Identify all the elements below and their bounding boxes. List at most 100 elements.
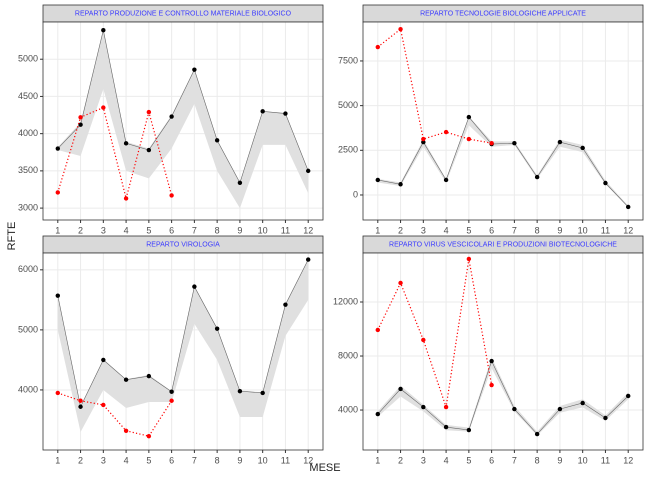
point (534, 431, 540, 437)
x-tick-label: 2 (78, 455, 83, 465)
x-tick-label: 4 (124, 225, 129, 235)
y-tick-label: 2500 (338, 145, 358, 155)
series-line (377, 116, 629, 208)
x-tick-label: 8 (535, 225, 540, 235)
y-tick-label: 7500 (338, 55, 358, 65)
y-tick-label: 8000 (338, 350, 358, 360)
x-tick-label: 1 (55, 225, 60, 235)
point (237, 388, 243, 394)
point (557, 139, 563, 145)
y-tick-label: 5000 (18, 54, 38, 64)
point (489, 358, 494, 364)
panel-border (42, 21, 324, 221)
point (375, 44, 380, 50)
y-tick-label: 5000 (18, 324, 38, 334)
point (443, 129, 449, 135)
point (398, 280, 403, 286)
x-tick-label: 9 (557, 455, 562, 465)
point (626, 204, 631, 210)
y-tick-label: 5000 (338, 100, 358, 110)
x-tick-label: 1 (375, 225, 380, 235)
x-tick-label: 1 (55, 455, 60, 465)
point (260, 109, 265, 114)
strip-title: REPARTO TECNOLOGIE BIOLOGICHE APPLICATE (420, 10, 586, 17)
point (55, 293, 60, 298)
ribbon (57, 259, 309, 432)
x-tick-label: 7 (192, 225, 197, 235)
panel (363, 253, 643, 450)
point (443, 177, 449, 183)
x-tick-label: 9 (557, 225, 562, 235)
point (443, 404, 449, 410)
x-tick-label: 1 (375, 455, 380, 465)
point (123, 196, 129, 201)
point (169, 398, 174, 403)
point (557, 406, 563, 412)
series-line (57, 30, 309, 184)
point (398, 386, 403, 392)
x-tick-label: 5 (466, 225, 471, 235)
point (375, 411, 380, 417)
point (580, 400, 585, 406)
x-tick-label: 11 (281, 225, 290, 235)
point (123, 377, 129, 382)
y-tick-label: 4000 (338, 404, 358, 414)
point (78, 398, 83, 403)
x-tick-label: 7 (512, 455, 517, 465)
series-line (377, 28, 492, 144)
x-tick-label: 12 (303, 455, 313, 465)
x-tick-label: 9 (237, 225, 242, 235)
point (78, 404, 83, 409)
x-tick-label: 8 (215, 225, 220, 235)
x-tick-label: 12 (303, 225, 313, 235)
point (169, 114, 174, 119)
x-tick-label: 6 (169, 455, 174, 465)
point (466, 256, 472, 262)
point (237, 180, 243, 185)
point (169, 389, 174, 394)
point (55, 146, 60, 151)
point (512, 140, 517, 146)
x-tick-label: 7 (512, 225, 517, 235)
point (146, 109, 152, 115)
point (466, 114, 472, 120)
x-tick-label: 4 (444, 455, 449, 465)
x-tick-label: 9 (237, 455, 242, 465)
point (192, 284, 197, 289)
point (55, 190, 60, 195)
point (283, 302, 288, 307)
x-tick-label: 6 (489, 225, 494, 235)
y-tick-label: 12000 (333, 296, 358, 306)
point (146, 433, 152, 439)
series-line (377, 360, 629, 435)
point (466, 136, 472, 142)
point (306, 168, 311, 174)
panel (363, 22, 643, 220)
point (101, 402, 106, 408)
point (580, 145, 585, 151)
x-tick-label: 7 (192, 455, 197, 465)
x-tick-label: 8 (215, 455, 220, 465)
point (443, 424, 449, 430)
x-tick-label: 10 (578, 455, 588, 465)
x-tick-label: 12 (623, 455, 633, 465)
point (466, 427, 472, 433)
x-tick-label: 5 (466, 455, 471, 465)
x-tick-label: 10 (258, 225, 268, 235)
point (512, 406, 517, 412)
y-tick-label: 4500 (18, 91, 38, 101)
y-tick-label: 3500 (18, 165, 38, 175)
point (421, 139, 426, 145)
point (534, 174, 540, 180)
x-tick-label: 3 (101, 225, 106, 235)
point (214, 138, 220, 143)
x-tick-label: 2 (78, 225, 83, 235)
x-tick-label: 5 (146, 455, 151, 465)
point (169, 193, 174, 198)
x-tick-label: 10 (258, 455, 268, 465)
point (398, 182, 403, 187)
x-axis-label: MESE (309, 462, 340, 474)
point (421, 337, 426, 343)
point (398, 26, 403, 32)
